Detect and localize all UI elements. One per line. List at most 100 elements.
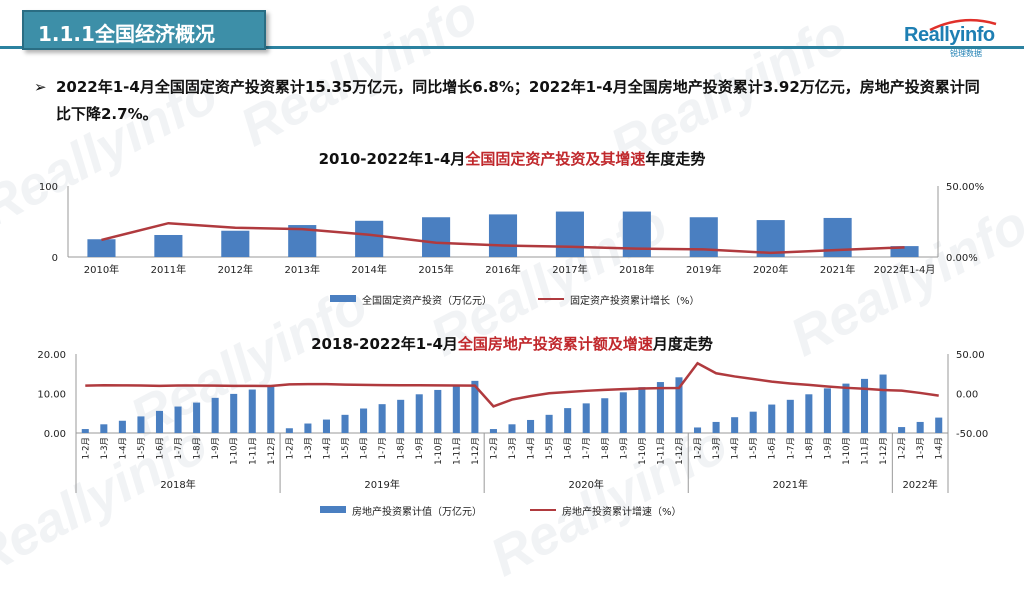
- right-tick-label: 0.00: [956, 390, 978, 401]
- x-tick-label: 2019年: [686, 263, 721, 276]
- bar: [304, 423, 312, 433]
- bar: [230, 393, 238, 433]
- x-tick-label: 1-12月: [471, 437, 481, 465]
- bar: [211, 397, 219, 433]
- bar: [555, 211, 584, 257]
- fixed-asset-investment-chart: 0 100 0.00% 50.00% 2010年 2011年 2012年 2013年 2014年…: [39, 182, 984, 276]
- x-tick-label: 2020年: [753, 263, 788, 276]
- x-tick-label: 1-7月: [786, 437, 796, 459]
- x-tick-label: 1-5月: [137, 437, 147, 459]
- section-title-box: 1.1.1全国经济概况: [22, 10, 266, 50]
- legend-bar-swatch: [330, 295, 356, 302]
- bar: [675, 377, 683, 433]
- x-tick-label: 1-3月: [304, 437, 314, 459]
- x-tick-label: 1-11月: [656, 437, 666, 465]
- x-tick-label: 2018年: [619, 263, 654, 276]
- chart2-title-part3: 月度走势: [652, 335, 713, 353]
- x-tick-label: 1-3月: [508, 437, 518, 459]
- chart2-title: 2018-2022年1-4月全国房地产投资累计额及增速月度走势: [0, 333, 1024, 354]
- x-tick-label: 2015年: [418, 263, 453, 276]
- x-tick-label: 1-2月: [285, 437, 295, 459]
- bar: [355, 220, 384, 257]
- bar: [601, 398, 609, 433]
- bar: [452, 385, 460, 433]
- group-label: 2018年: [160, 478, 195, 491]
- legend-bar-label: 全国固定资产投资（万亿元）: [362, 296, 492, 307]
- x-tick-label: 1-8月: [805, 437, 815, 459]
- x-tick-label: 1-9月: [211, 437, 221, 459]
- growth-line: [101, 221, 905, 255]
- group-label: 2019年: [364, 478, 399, 491]
- bar: [786, 399, 794, 433]
- x-tick-label: 1-7月: [174, 437, 184, 459]
- logo-text: Reallyinfo: [904, 24, 995, 46]
- chart2-title-part1: 2018-2022年1-4月: [311, 335, 458, 353]
- bar: [508, 424, 516, 433]
- bar: [879, 374, 887, 433]
- chart1-title-part1: 2010-2022年1-4月: [318, 150, 466, 168]
- bar: [397, 399, 405, 433]
- x-tick-label: 1-4月: [731, 437, 741, 459]
- bar: [285, 428, 293, 433]
- bar: [118, 420, 126, 433]
- bar: [155, 410, 164, 433]
- logo-swoosh-icon: [929, 18, 997, 32]
- x-tick-label: 2022年1-4月: [874, 263, 936, 276]
- x-tick-label: 1-7月: [582, 437, 592, 459]
- header-rule: [0, 46, 1024, 49]
- x-tick-label: 2010年: [84, 263, 119, 276]
- bar: [174, 406, 182, 433]
- x-tick-label: 2017年: [552, 263, 587, 276]
- right-tick-label: 50.00: [956, 350, 985, 361]
- x-tick-label: 1-4月: [118, 437, 128, 459]
- x-tick-label: 2011年: [151, 263, 186, 276]
- bar: [656, 382, 664, 433]
- x-tick-label: 1-9月: [415, 437, 425, 459]
- x-tick-label: 1-12月: [675, 437, 685, 465]
- brand-logo: Reallyinfo 锐理数据: [904, 18, 1014, 60]
- bar: [422, 217, 451, 257]
- x-tick-label: 1-4月: [527, 437, 537, 459]
- x-tick-label: 1-4月: [935, 437, 945, 459]
- x-tick-label: 1-10月: [638, 437, 648, 465]
- x-tick-label: 2012年: [218, 263, 253, 276]
- left-tick-label: 0: [52, 253, 58, 264]
- bar: [749, 411, 757, 433]
- left-tick-label: 100: [39, 182, 58, 193]
- legend-line-swatch: [530, 509, 556, 511]
- chart1-title-part2: 全国固定资产投资及其增速: [465, 150, 646, 168]
- x-tick-label: 1-6月: [155, 437, 165, 459]
- chart1-legend: 全国固定资产投资（万亿元） 固定资产投资累计增长（%）: [330, 292, 730, 307]
- bar: [221, 230, 250, 257]
- x-tick-label: 1-7月: [378, 437, 388, 459]
- x-tick-label: 1-10月: [842, 437, 852, 465]
- x-tick-label: 1-6月: [564, 437, 574, 459]
- right-tick-label: 50.00%: [946, 182, 984, 193]
- group-label: 2022年: [902, 478, 937, 491]
- section-title: 1.1.1全国经济概况: [38, 22, 215, 46]
- x-tick-label: 1-3月: [100, 437, 110, 459]
- x-tick-label: 1-5月: [341, 437, 351, 459]
- bar: [638, 387, 646, 433]
- bar: [768, 404, 776, 433]
- x-tick-label: 1-12月: [267, 437, 277, 465]
- legend-line-swatch: [538, 298, 564, 300]
- right-tick-label: -50.00: [956, 429, 988, 440]
- x-tick-label: 1-8月: [397, 437, 407, 459]
- bar: [488, 214, 518, 257]
- x-tick-label: 1-5月: [545, 437, 555, 459]
- bar: [582, 403, 590, 433]
- x-tick-label: 1-11月: [452, 437, 462, 465]
- x-tick-label: 1-8月: [601, 437, 611, 459]
- x-tick-label: 2016年: [485, 263, 520, 276]
- bar: [860, 378, 869, 433]
- x-tick-label: 1-11月: [248, 437, 258, 465]
- bar: [842, 383, 850, 433]
- real-estate-investment-chart: 0.00 10.00 20.00 -50.00 0.00 50.00 1-2月 1-3月 1-4…: [37, 350, 988, 493]
- bar: [100, 424, 108, 433]
- bar: [267, 385, 275, 433]
- summary-text: 2022年1-4月全国固定资产投资累计15.35万亿元，同比增长6.8%；202…: [56, 78, 980, 123]
- chart1-title: 2010-2022年1-4月全国固定资产投资及其增速年度走势: [0, 148, 1024, 169]
- bar: [622, 211, 651, 257]
- bar: [619, 392, 627, 433]
